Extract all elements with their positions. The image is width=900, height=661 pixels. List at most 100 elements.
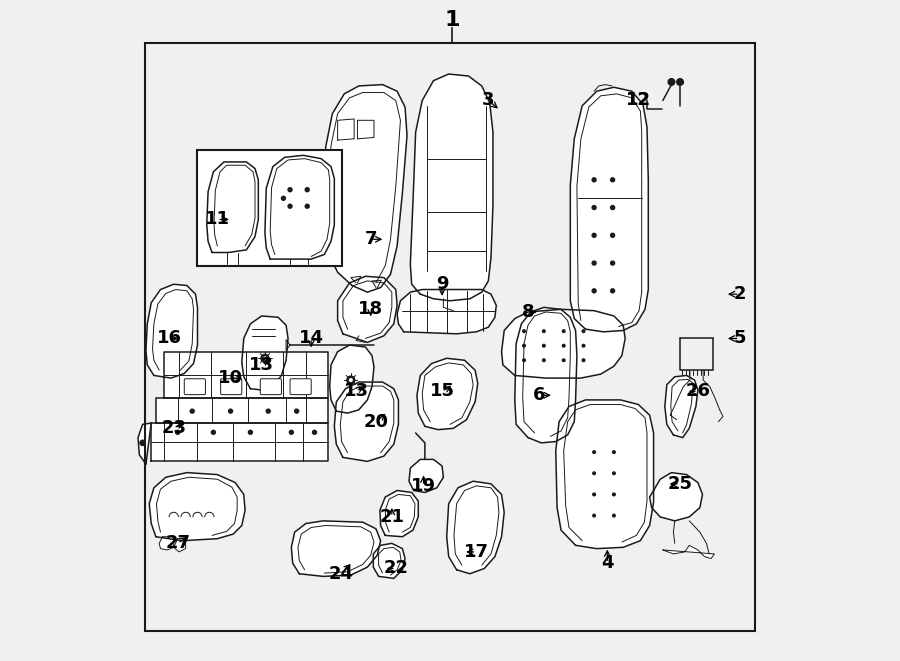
Text: 22: 22 xyxy=(383,559,409,578)
Polygon shape xyxy=(334,382,399,461)
Polygon shape xyxy=(165,352,328,398)
Circle shape xyxy=(212,430,215,434)
Circle shape xyxy=(294,409,299,413)
Circle shape xyxy=(176,430,180,434)
Circle shape xyxy=(266,409,270,413)
Text: 23: 23 xyxy=(161,419,186,438)
Polygon shape xyxy=(662,545,715,559)
Polygon shape xyxy=(323,85,407,292)
Text: 2: 2 xyxy=(734,285,746,303)
Polygon shape xyxy=(380,490,419,537)
Polygon shape xyxy=(665,375,698,438)
Circle shape xyxy=(610,206,615,210)
Polygon shape xyxy=(292,521,381,576)
Polygon shape xyxy=(156,398,328,423)
Circle shape xyxy=(582,359,585,362)
Text: 24: 24 xyxy=(328,564,354,583)
Circle shape xyxy=(543,330,545,332)
Text: 9: 9 xyxy=(436,275,448,293)
Circle shape xyxy=(290,430,293,434)
Circle shape xyxy=(668,79,675,85)
Circle shape xyxy=(523,344,526,347)
Text: 27: 27 xyxy=(166,534,190,553)
FancyBboxPatch shape xyxy=(220,379,242,395)
Polygon shape xyxy=(417,358,478,430)
Circle shape xyxy=(610,261,615,265)
Text: 10: 10 xyxy=(218,369,243,387)
Text: 14: 14 xyxy=(299,329,324,348)
Bar xyxy=(197,150,342,266)
Circle shape xyxy=(593,493,596,496)
Circle shape xyxy=(305,204,310,208)
Polygon shape xyxy=(409,459,444,492)
Circle shape xyxy=(282,196,285,200)
Text: 11: 11 xyxy=(205,210,230,229)
Text: 3: 3 xyxy=(482,91,495,110)
Text: 4: 4 xyxy=(601,554,614,572)
Text: 17: 17 xyxy=(464,543,489,561)
Circle shape xyxy=(613,514,616,517)
Circle shape xyxy=(677,79,683,85)
Text: 19: 19 xyxy=(411,477,436,495)
Circle shape xyxy=(346,376,355,384)
Circle shape xyxy=(582,330,585,332)
Text: 26: 26 xyxy=(686,382,710,401)
Text: 15: 15 xyxy=(429,382,454,401)
Circle shape xyxy=(613,472,616,475)
Text: 25: 25 xyxy=(668,475,692,493)
Circle shape xyxy=(543,359,545,362)
Polygon shape xyxy=(138,423,151,464)
Circle shape xyxy=(592,178,596,182)
Circle shape xyxy=(140,440,145,446)
Text: 7: 7 xyxy=(364,230,377,249)
Polygon shape xyxy=(149,473,245,541)
Text: 13: 13 xyxy=(249,356,274,374)
Polygon shape xyxy=(556,400,653,549)
Polygon shape xyxy=(446,481,504,574)
Circle shape xyxy=(543,344,545,347)
Polygon shape xyxy=(174,539,185,552)
Circle shape xyxy=(613,451,616,453)
Polygon shape xyxy=(338,276,397,342)
Circle shape xyxy=(312,430,317,434)
Polygon shape xyxy=(159,537,174,550)
Text: 21: 21 xyxy=(379,508,404,526)
Circle shape xyxy=(592,233,596,237)
Circle shape xyxy=(562,330,565,332)
Polygon shape xyxy=(329,345,374,413)
Circle shape xyxy=(610,178,615,182)
Polygon shape xyxy=(242,316,288,390)
Circle shape xyxy=(264,357,266,360)
Polygon shape xyxy=(374,543,405,578)
Text: 8: 8 xyxy=(522,303,535,321)
Text: 18: 18 xyxy=(358,300,383,319)
Text: 13: 13 xyxy=(344,382,369,401)
Circle shape xyxy=(305,188,310,192)
Circle shape xyxy=(592,261,596,265)
Circle shape xyxy=(248,430,252,434)
Text: 5: 5 xyxy=(734,329,746,348)
Circle shape xyxy=(610,289,615,293)
Circle shape xyxy=(613,493,616,496)
Circle shape xyxy=(592,289,596,293)
Circle shape xyxy=(582,344,585,347)
Circle shape xyxy=(288,188,292,192)
Text: 1: 1 xyxy=(445,10,460,30)
Circle shape xyxy=(190,409,194,413)
Circle shape xyxy=(562,359,565,362)
Polygon shape xyxy=(650,473,703,521)
Circle shape xyxy=(592,206,596,210)
FancyBboxPatch shape xyxy=(184,379,205,395)
Circle shape xyxy=(593,472,596,475)
Polygon shape xyxy=(410,74,493,301)
Text: 12: 12 xyxy=(626,91,651,110)
Circle shape xyxy=(523,359,526,362)
Polygon shape xyxy=(571,87,648,332)
Polygon shape xyxy=(151,423,328,461)
Polygon shape xyxy=(146,284,197,378)
Circle shape xyxy=(288,204,292,208)
Text: 6: 6 xyxy=(533,386,545,405)
Polygon shape xyxy=(515,307,577,443)
FancyBboxPatch shape xyxy=(260,379,282,395)
Polygon shape xyxy=(501,309,626,378)
